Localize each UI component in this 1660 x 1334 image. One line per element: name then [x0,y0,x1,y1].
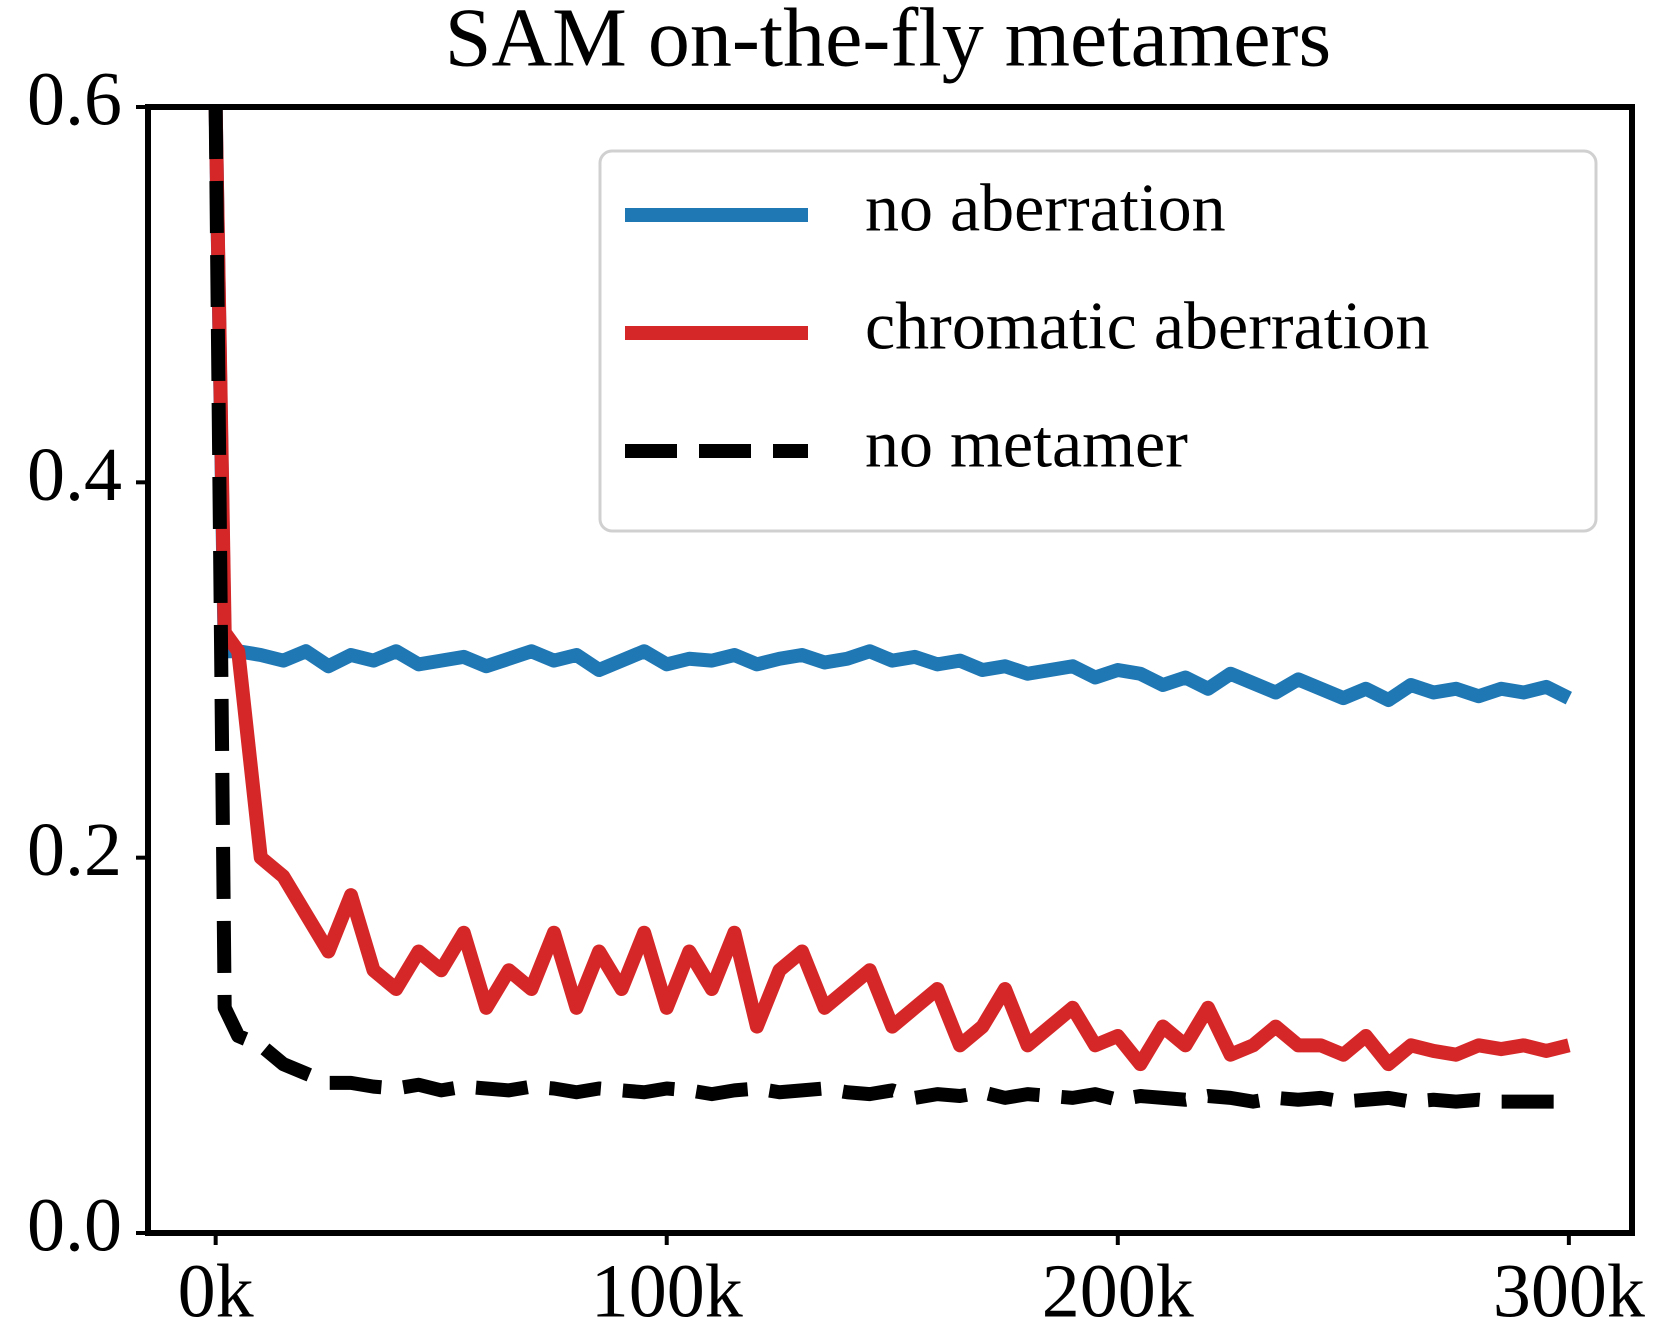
legend-label: chromatic aberration [865,288,1430,364]
y-tick-label: 0.4 [27,433,122,517]
y-tick-label: 0.0 [27,1183,122,1267]
y-tick-label: 0.2 [27,808,122,892]
series-line [208,107,1569,1109]
series-line [208,107,1572,708]
legend-label: no aberration [865,170,1226,246]
x-tick-label: 200k [1042,1249,1194,1333]
plot-frame [145,104,1635,1236]
x-tick-label: 100k [591,1249,743,1333]
series-line [208,107,1571,1072]
legend-box [598,149,1598,533]
x-tick-label: 300k [1493,1249,1645,1333]
chart-title: SAM on-the-fly metamers [445,0,1331,84]
x-tick-label: 0k [178,1249,254,1333]
plot-lines [208,107,1572,1109]
y-tick-label: 0.6 [27,57,122,141]
legend-label: no metamer [865,406,1188,482]
